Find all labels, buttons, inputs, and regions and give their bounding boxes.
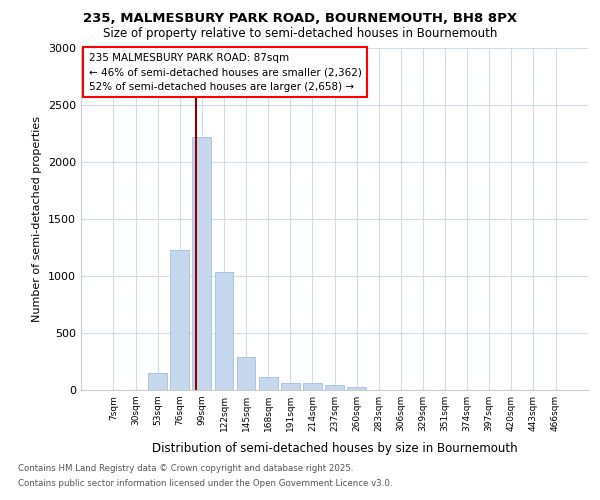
X-axis label: Distribution of semi-detached houses by size in Bournemouth: Distribution of semi-detached houses by … xyxy=(152,442,517,456)
Bar xyxy=(281,383,299,390)
Text: 235 MALMESBURY PARK ROAD: 87sqm
← 46% of semi-detached houses are smaller (2,362: 235 MALMESBURY PARK ROAD: 87sqm ← 46% of… xyxy=(89,52,361,92)
Bar xyxy=(170,250,189,390)
Text: 235, MALMESBURY PARK ROAD, BOURNEMOUTH, BH8 8PX: 235, MALMESBURY PARK ROAD, BOURNEMOUTH, … xyxy=(83,12,517,26)
Bar xyxy=(303,383,322,390)
Y-axis label: Number of semi-detached properties: Number of semi-detached properties xyxy=(32,116,43,322)
Bar xyxy=(215,272,233,390)
Text: Contains HM Land Registry data © Crown copyright and database right 2025.: Contains HM Land Registry data © Crown c… xyxy=(18,464,353,473)
Bar xyxy=(259,378,278,390)
Bar xyxy=(325,386,344,390)
Text: Contains public sector information licensed under the Open Government Licence v3: Contains public sector information licen… xyxy=(18,479,392,488)
Bar xyxy=(236,357,256,390)
Bar xyxy=(193,136,211,390)
Text: Size of property relative to semi-detached houses in Bournemouth: Size of property relative to semi-detach… xyxy=(103,28,497,40)
Bar xyxy=(347,386,366,390)
Bar xyxy=(148,373,167,390)
